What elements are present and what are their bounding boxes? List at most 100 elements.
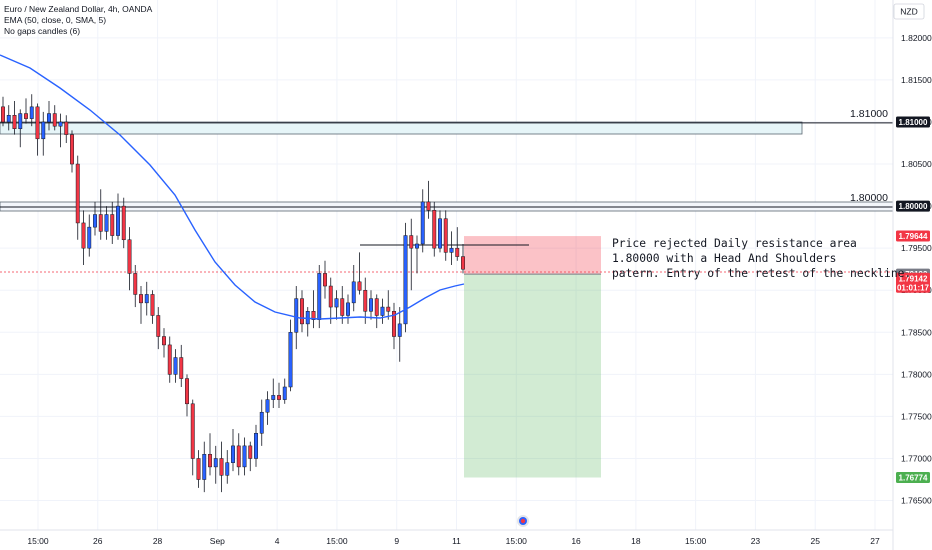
candle bbox=[236, 433, 241, 476]
candle bbox=[242, 437, 247, 476]
candle bbox=[24, 98, 28, 124]
candle bbox=[277, 382, 281, 409]
candle bbox=[213, 445, 218, 484]
candle bbox=[305, 307, 310, 337]
candle bbox=[29, 94, 34, 127]
candle bbox=[139, 286, 143, 324]
no-gaps-indicator-label[interactable]: No gaps candles (6) bbox=[4, 26, 81, 36]
candle bbox=[219, 441, 224, 493]
candle bbox=[208, 433, 212, 476]
candle bbox=[455, 227, 460, 261]
candle bbox=[173, 349, 178, 383]
candle bbox=[415, 235, 419, 274]
candle bbox=[426, 180, 431, 219]
candle bbox=[351, 265, 356, 312]
candle bbox=[156, 307, 161, 350]
candle bbox=[179, 344, 184, 387]
candle bbox=[438, 210, 442, 253]
candle bbox=[133, 265, 138, 308]
price-label-dark: 1.80000 bbox=[896, 200, 930, 212]
x-tick-label: 15:00 bbox=[506, 536, 528, 546]
x-tick-label: 9 bbox=[394, 536, 399, 546]
y-tick-label: 1.79500 bbox=[901, 243, 932, 253]
economic-event-icon[interactable] bbox=[517, 515, 529, 527]
svg-text:1.79644: 1.79644 bbox=[899, 232, 928, 241]
risk-reward-position bbox=[464, 236, 601, 478]
x-tick-label: 26 bbox=[93, 536, 103, 546]
x-tick-label: 15:00 bbox=[326, 536, 348, 546]
candle bbox=[167, 336, 172, 383]
candle bbox=[202, 441, 207, 493]
x-tick-label: 16 bbox=[571, 536, 581, 546]
candle bbox=[190, 399, 195, 476]
candle bbox=[386, 290, 391, 320]
candle bbox=[403, 222, 408, 333]
x-tick-label: 27 bbox=[870, 536, 880, 546]
level-lines: 1.81000 1.80000 bbox=[0, 108, 893, 208]
candle bbox=[75, 155, 80, 240]
candle bbox=[271, 378, 276, 409]
y-tick-label: 1.80500 bbox=[901, 159, 932, 169]
take-profit-zone bbox=[464, 274, 601, 478]
candle bbox=[420, 189, 425, 253]
y-tick-label: 1.77500 bbox=[901, 411, 932, 421]
candle bbox=[81, 210, 86, 265]
candle bbox=[18, 109, 23, 148]
x-tick-label: 23 bbox=[751, 536, 761, 546]
stop-loss-zone bbox=[464, 236, 601, 275]
candle bbox=[346, 294, 350, 324]
ema-indicator-label[interactable]: EMA (50, close, 0, SMA, 5) bbox=[4, 15, 107, 25]
x-tick-label: 28 bbox=[153, 536, 163, 546]
x-tick-label: Sep bbox=[210, 536, 225, 546]
currency-badge[interactable] bbox=[893, 3, 925, 20]
candle bbox=[150, 290, 155, 324]
candle bbox=[259, 399, 264, 446]
candle bbox=[121, 197, 126, 249]
candle bbox=[6, 105, 11, 131]
candle bbox=[93, 201, 97, 236]
candle bbox=[357, 252, 362, 295]
candle bbox=[432, 201, 437, 257]
candle bbox=[248, 441, 253, 472]
candle bbox=[392, 302, 396, 350]
level-label: 1.81000 bbox=[850, 108, 888, 120]
candle bbox=[64, 115, 69, 144]
candle bbox=[52, 105, 57, 131]
trade-annotation[interactable]: Price rejected Daily resistance area 1.8… bbox=[612, 236, 912, 281]
price-axis: NZD 1.82000 1.81500 1.81000 1.80500 1.80000 1… bbox=[892, 0, 932, 550]
candle bbox=[58, 113, 63, 148]
candle bbox=[317, 265, 322, 329]
x-tick-label: 4 bbox=[275, 536, 280, 546]
candle bbox=[185, 374, 189, 417]
candle bbox=[323, 260, 327, 299]
candle bbox=[449, 231, 454, 265]
y-tick-label: 1.77000 bbox=[901, 453, 932, 463]
annotation-line-3: patern. Entry of the retest of the neckl… bbox=[612, 267, 912, 280]
candle bbox=[98, 189, 103, 240]
candle bbox=[374, 294, 379, 329]
candle bbox=[288, 319, 293, 392]
x-tick-label: 15:00 bbox=[27, 536, 49, 546]
x-tick-label: 25 bbox=[810, 536, 820, 546]
level-label: 1.80000 bbox=[850, 192, 888, 204]
candle bbox=[144, 281, 149, 316]
x-tick-label: 11 bbox=[452, 536, 461, 546]
y-tick-label: 1.76500 bbox=[901, 496, 932, 506]
candle bbox=[104, 206, 109, 240]
svg-text:1.80000: 1.80000 bbox=[899, 202, 928, 211]
symbol-title[interactable]: Euro / New Zealand Dollar, 4h, OANDA bbox=[4, 4, 153, 14]
svg-text:1.79142: 1.79142 bbox=[899, 274, 928, 283]
candle bbox=[110, 201, 115, 244]
y-tick-label: 1.82000 bbox=[901, 33, 932, 43]
candle bbox=[300, 290, 304, 333]
time-axis: 15:00 26 28 Sep 4 15:00 9 11 15:00 16 18 15:00 23 25 2… bbox=[0, 529, 893, 546]
candle bbox=[116, 193, 120, 240]
candle bbox=[225, 450, 230, 484]
candle bbox=[254, 424, 258, 467]
x-tick-label: 15:00 bbox=[685, 536, 707, 546]
y-tick-label: 1.81500 bbox=[901, 75, 932, 85]
price-label-green: 1.76774 bbox=[896, 472, 930, 484]
candle bbox=[87, 214, 92, 257]
